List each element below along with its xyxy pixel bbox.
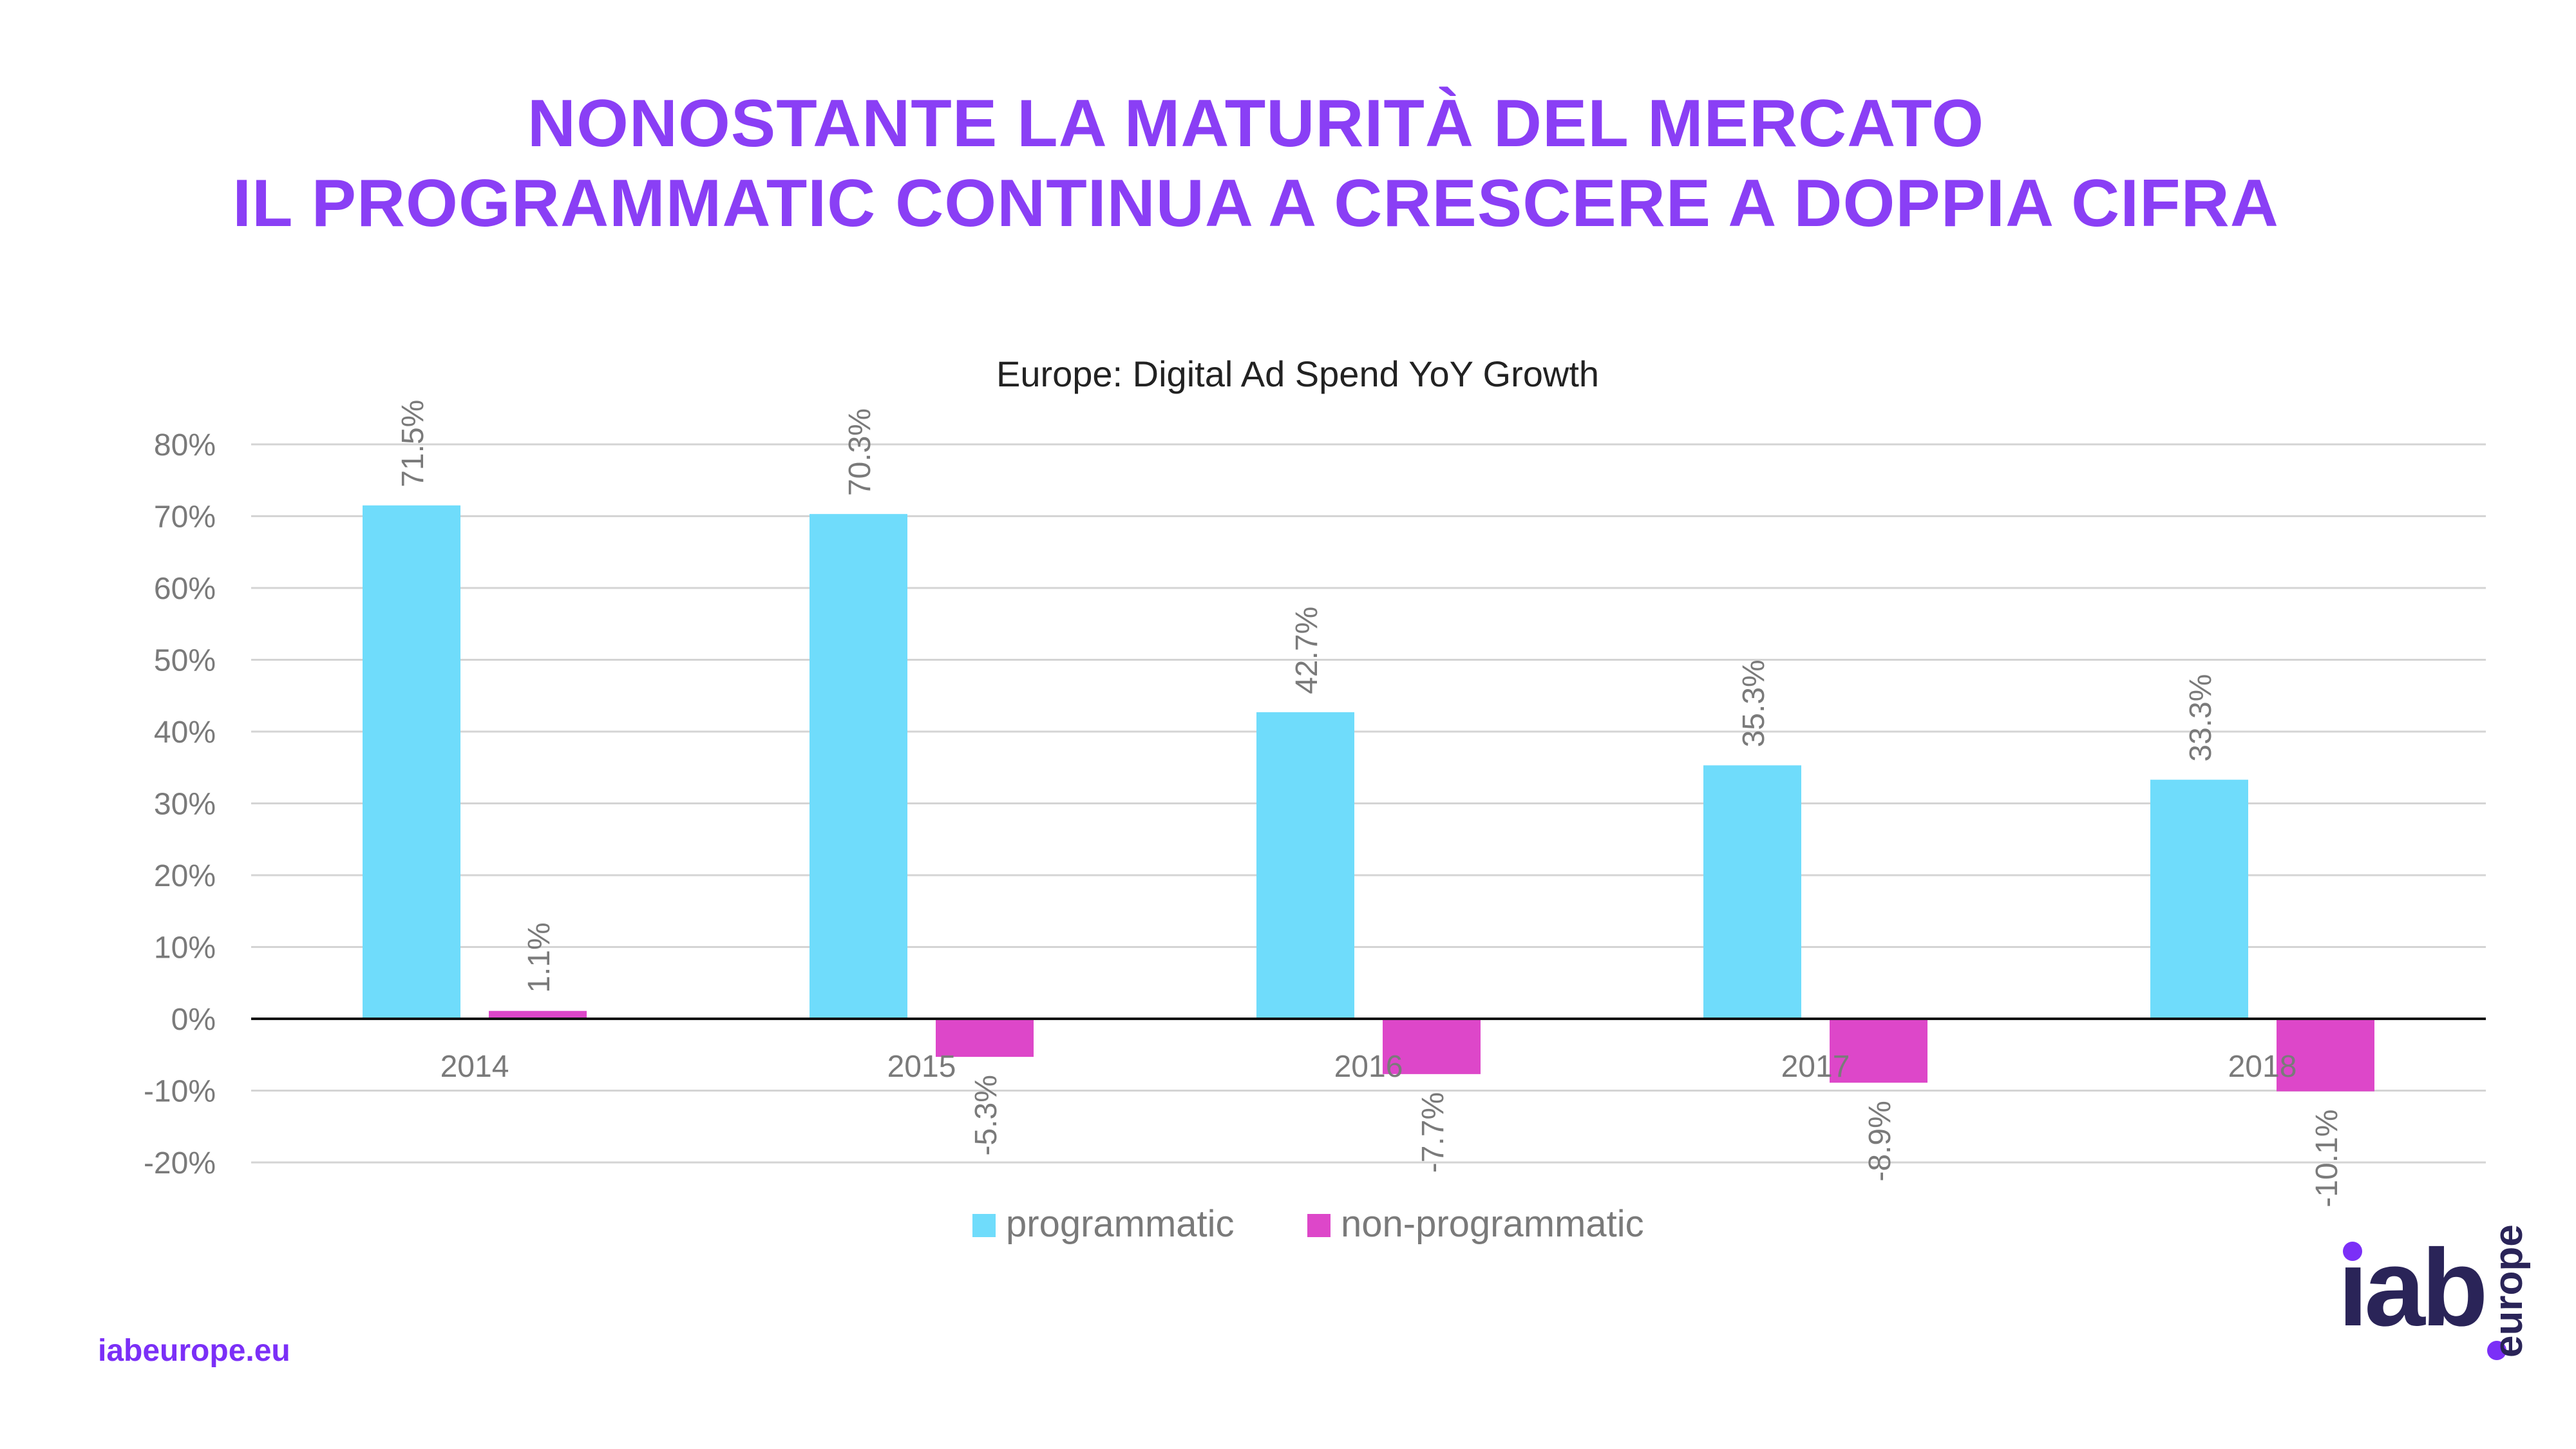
bar-non-programmatic	[489, 1010, 587, 1019]
data-label: 33.3%	[2184, 674, 2218, 762]
data-label: 1.1%	[522, 922, 556, 992]
x-tick-label: 2014	[440, 1050, 509, 1084]
data-label: -10.1%	[2310, 1110, 2344, 1208]
x-tick-label: 2016	[1334, 1050, 1403, 1084]
y-tick-label: -20%	[144, 1146, 216, 1180]
legend-swatch	[1307, 1214, 1331, 1237]
chart-title: Europe: Digital Ad Spend YoY Growth	[996, 354, 1599, 394]
data-label: 42.7%	[1290, 607, 1324, 694]
headline: NONOSTANTE LA MATURITÀ DEL MERCATO IL PR…	[0, 84, 2512, 243]
bar-non-programmatic	[1383, 1019, 1481, 1074]
bar-programmatic	[1256, 712, 1354, 1019]
bar-programmatic	[2150, 779, 2248, 1019]
bar-non-programmatic	[936, 1019, 1034, 1057]
x-tick-label: 2015	[887, 1050, 956, 1084]
y-tick-label: 20%	[154, 859, 216, 893]
bar-non-programmatic	[1830, 1019, 1927, 1083]
legend-label: programmatic	[1006, 1203, 1235, 1245]
logo-dot-i	[2343, 1242, 2362, 1261]
headline-line-1: NONOSTANTE LA MATURITÀ DEL MERCATO	[527, 86, 1985, 161]
bar-non-programmatic	[2277, 1019, 2374, 1092]
footer-url[interactable]: iabeurope.eu	[98, 1334, 290, 1368]
bar-programmatic	[363, 505, 460, 1019]
y-tick-label: 80%	[154, 428, 216, 462]
y-tick-label: 70%	[154, 500, 216, 535]
legend-swatch	[972, 1214, 996, 1237]
y-axis-ticks: 80% 70% 60% 50% 40% 30% 20% 10% 0% -10% -20%	[144, 428, 216, 1180]
legend: programmatic non-programmatic	[972, 1203, 1644, 1245]
bar-programmatic	[810, 514, 907, 1019]
y-tick-label: 0%	[171, 1003, 216, 1037]
x-tick-label: 2017	[1781, 1050, 1850, 1084]
gridlines	[251, 443, 2486, 1164]
x-axis-ticks: 2014 2015 2016 2017 2018	[440, 1050, 2297, 1084]
logo-wordmark: ıab	[2338, 1227, 2488, 1349]
data-label: 71.5%	[396, 400, 430, 488]
bars	[363, 505, 2374, 1092]
data-labels: 71.5% 70.3% 42.7% 35.3% 33.3% 1.1% -5.3% -7.7% -…	[396, 400, 2344, 1208]
y-tick-label: 30%	[154, 788, 216, 822]
y-tick-label: 50%	[154, 644, 216, 678]
y-tick-label: -10%	[144, 1075, 216, 1109]
logo-europe-text: europe	[2486, 1224, 2531, 1358]
headline-line-2: IL PROGRAMMATIC CONTINUA A CRESCERE A DO…	[232, 166, 2279, 241]
y-tick-label: 10%	[154, 931, 216, 965]
data-label: -8.9%	[1863, 1101, 1897, 1181]
x-tick-label: 2018	[2228, 1050, 2297, 1084]
y-tick-label: 60%	[154, 572, 216, 606]
legend-label: non-programmatic	[1341, 1203, 1644, 1245]
data-label: 70.3%	[843, 408, 877, 496]
data-label: -7.7%	[1416, 1092, 1450, 1173]
data-label: -5.3%	[969, 1075, 1003, 1155]
y-tick-label: 40%	[154, 715, 216, 750]
bar-programmatic	[1703, 765, 1801, 1019]
logo-dot-end	[2487, 1341, 2506, 1360]
iab-europe-logo: ıab europe	[2338, 1217, 2531, 1385]
data-label: 35.3%	[1737, 659, 1771, 747]
